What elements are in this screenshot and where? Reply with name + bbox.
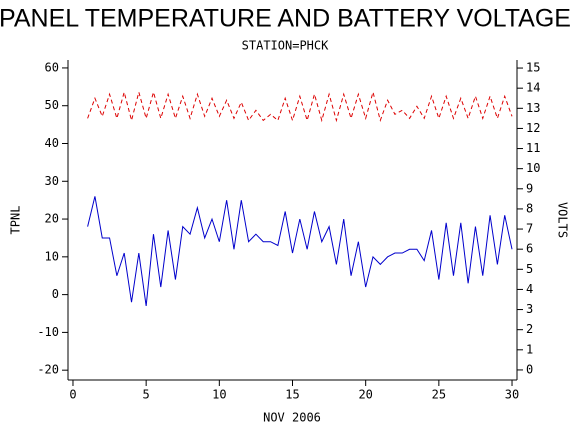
data-line xyxy=(87,90,513,123)
y-tick-label: 30 xyxy=(45,174,59,188)
x-tick-label: 5 xyxy=(143,388,150,402)
y2-tick-label: 2 xyxy=(526,322,533,336)
y2-tick-label: 6 xyxy=(526,242,533,256)
y2-tick-label: 1 xyxy=(526,342,533,356)
y-tick-label: 20 xyxy=(45,212,59,226)
x-tick-label: 15 xyxy=(285,388,299,402)
x-tick-label: 10 xyxy=(212,388,226,402)
y2-tick-label: 12 xyxy=(526,121,540,135)
y-axis-label: TPNL xyxy=(9,206,23,235)
y2-tick-label: 9 xyxy=(526,181,533,195)
y-tick-label: -20 xyxy=(37,363,59,377)
y2-tick-label: 0 xyxy=(526,362,533,376)
y2-tick-label: 10 xyxy=(526,161,540,175)
y-tick-label: 40 xyxy=(45,136,59,150)
y2-tick-label: 15 xyxy=(526,61,540,75)
data-line xyxy=(87,196,513,307)
x-tick-label: 30 xyxy=(505,388,519,402)
x-tick-label: 20 xyxy=(358,388,372,402)
x-tick-label: 0 xyxy=(69,388,76,402)
axes xyxy=(67,60,518,381)
y-tick-label: 50 xyxy=(45,98,59,112)
chart-title: PANEL TEMPERATURE AND BATTERY VOLTAGE xyxy=(0,5,570,33)
x-tick-label: 25 xyxy=(432,388,446,402)
y2-tick-label: 7 xyxy=(526,222,533,236)
y2-tick-label: 4 xyxy=(526,282,533,296)
chart-subtitle: STATION=PHCK xyxy=(242,39,329,53)
y2-tick-label: 8 xyxy=(526,201,533,215)
x-axis-label: NOV 2006 xyxy=(263,411,321,425)
y2-axis-label: VOLTS xyxy=(556,202,570,238)
y-tick-label: 60 xyxy=(45,60,59,74)
y2-tick-label: 11 xyxy=(526,141,540,155)
y-tick-label: 0 xyxy=(52,287,59,301)
y2-tick-label: 3 xyxy=(526,302,533,316)
y-tick-label: -10 xyxy=(37,325,59,339)
y-tick-label: 10 xyxy=(45,249,59,263)
y2-tick-label: 5 xyxy=(526,262,533,276)
y2-tick-label: 14 xyxy=(526,81,540,95)
y2-tick-label: 13 xyxy=(526,101,540,115)
